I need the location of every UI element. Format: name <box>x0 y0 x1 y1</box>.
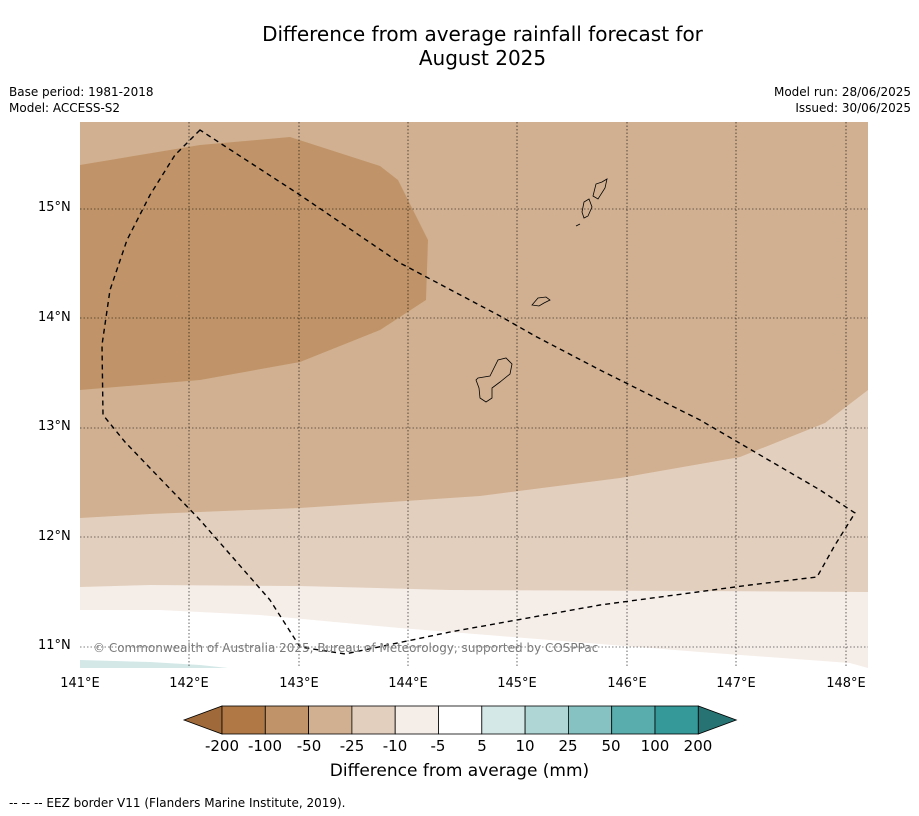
model-run: Model run: 28/06/2025 <box>773 85 911 99</box>
colorbar-segment <box>524 705 569 735</box>
meta-right: Model run: 28/06/2025 Issued: 30/06/2025 <box>774 84 911 116</box>
colorbar-tick: -200 <box>204 737 240 755</box>
lat-label-13n: 13°N <box>38 419 71 434</box>
colorbar-tick: -5 <box>430 737 446 755</box>
title-line-1: Difference from average rainfall forecas… <box>262 22 703 46</box>
lat-label-12n: 12°N <box>38 529 71 544</box>
rainfall-anomaly-field <box>80 122 868 668</box>
colorbar-segment <box>308 705 353 735</box>
lon-label-146e: 146°E <box>607 676 647 691</box>
colorbar-tick: 10 <box>515 737 535 755</box>
lat-label-15n: 15°N <box>38 200 71 215</box>
model-name: Model: ACCESS-S2 <box>9 101 121 115</box>
issued-date: Issued: 30/06/2025 <box>795 101 911 115</box>
tinian-island <box>581 198 593 219</box>
aguijan-islet <box>575 223 581 227</box>
meta-left: Base period: 1981-2018 Model: ACCESS-S2 <box>9 84 154 116</box>
saipan-island <box>592 178 608 200</box>
title-line-2: August 2025 <box>418 46 547 70</box>
colorbar-segment <box>481 705 526 735</box>
colorbar-tick: -25 <box>339 737 365 755</box>
eez-footnote: -- -- -- EEZ border V11 (Flanders Marine… <box>9 796 346 810</box>
band-minus5-plus5 <box>80 610 868 668</box>
colorbar-segment <box>264 705 309 735</box>
colorbar-tick: -10 <box>382 737 408 755</box>
colorbar-tick: 100 <box>640 737 670 755</box>
map-title: Difference from average rainfall forecas… <box>0 22 919 70</box>
gridlines <box>80 122 868 668</box>
lon-label-141e: 141°E <box>60 676 100 691</box>
lon-label-142e: 142°E <box>169 676 209 691</box>
colorbar-tick: 50 <box>601 737 621 755</box>
colorbar-tick: -50 <box>296 737 322 755</box>
eez-border <box>101 129 856 655</box>
colorbar-segment <box>438 705 483 735</box>
guam-island <box>475 357 513 403</box>
colorbar-segment <box>221 705 266 735</box>
colorbar-extend-low <box>182 705 223 735</box>
lat-label-11n: 11°N <box>38 638 71 653</box>
colorbar-segment <box>394 705 439 735</box>
band-plus5-plus10 <box>80 660 228 668</box>
colorbar-tick: 25 <box>558 737 578 755</box>
lon-label-143e: 143°E <box>279 676 319 691</box>
colorbar-segment <box>351 705 396 735</box>
colorbar-tick: 200 <box>683 737 713 755</box>
colorbar-title: Difference from average (mm) <box>329 761 590 781</box>
lon-label-148e: 148°E <box>826 676 866 691</box>
copyright-notice: © Commonwealth of Australia 2025, Bureau… <box>93 641 599 655</box>
colorbar-tick: 5 <box>477 737 487 755</box>
colorbar-segment <box>654 705 699 735</box>
colorbar <box>182 705 738 735</box>
lon-label-144e: 144°E <box>388 676 428 691</box>
base-period: Base period: 1981-2018 <box>9 85 154 99</box>
islands <box>475 178 608 403</box>
rota-island <box>531 296 551 307</box>
lon-label-147e: 147°E <box>716 676 756 691</box>
colorbar-tick: -100 <box>247 737 283 755</box>
lat-label-14n: 14°N <box>38 310 71 325</box>
colorbar-segment <box>611 705 656 735</box>
colorbar-segment <box>568 705 613 735</box>
band-minus100-minus50 <box>80 137 428 390</box>
colorbar-extend-high <box>697 705 738 735</box>
lon-label-145e: 145°E <box>497 676 537 691</box>
